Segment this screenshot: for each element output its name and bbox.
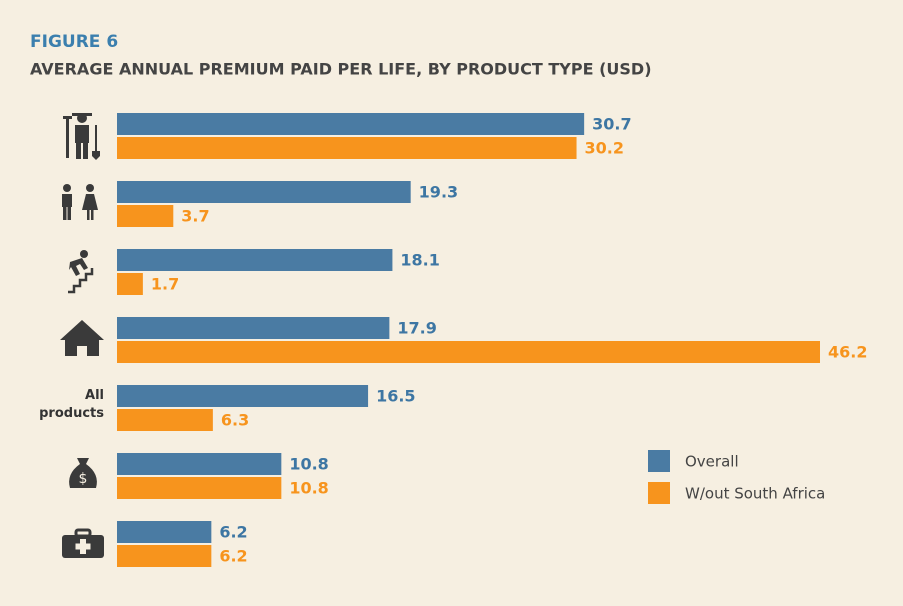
value-label: 10.8: [289, 479, 328, 498]
bar: [117, 521, 212, 543]
chart-title: FIGURE 6: [30, 32, 118, 52]
value-label: 3.7: [181, 207, 209, 226]
value-label: 10.8: [289, 455, 328, 474]
legend-label: W/out South Africa: [685, 485, 825, 503]
legend-swatch: [648, 482, 670, 504]
people-icon: [62, 184, 98, 220]
bar: [117, 205, 174, 227]
farmer-icon: [63, 113, 100, 160]
value-label: 18.1: [400, 251, 439, 270]
fall-icon: [68, 250, 94, 294]
medkit-icon: [62, 528, 104, 558]
house-icon: [60, 320, 104, 356]
bar: [117, 249, 393, 271]
value-label: 6.2: [219, 523, 247, 542]
bar: [117, 137, 577, 159]
category-label: All products: [39, 388, 104, 421]
money-bag-icon: $: [69, 458, 97, 488]
value-label: 46.2: [828, 343, 867, 362]
bar: [117, 385, 369, 407]
value-label: 19.3: [419, 183, 458, 202]
bar: [117, 477, 282, 499]
bar: [117, 341, 820, 363]
legend-swatch: [648, 450, 670, 472]
dollar-sign: $: [79, 471, 88, 487]
bar: [117, 545, 212, 567]
value-label: 16.5: [376, 387, 415, 406]
bar: [117, 317, 390, 339]
bar: [117, 453, 282, 475]
value-label: 1.7: [151, 275, 179, 294]
bar: [117, 409, 213, 431]
value-label: 6.2: [219, 547, 247, 566]
bar: [117, 113, 585, 135]
value-label: 6.3: [221, 411, 249, 430]
value-label: 30.7: [592, 115, 631, 134]
bar: [117, 181, 411, 203]
chart-subtitle: AVERAGE ANNUAL PREMIUM PAID PER LIFE, BY…: [30, 60, 652, 79]
bar: [117, 273, 143, 295]
legend-label: Overall: [685, 453, 739, 471]
icons: $: [60, 113, 104, 558]
value-label: 17.9: [397, 319, 436, 338]
value-label: 30.2: [585, 139, 624, 158]
